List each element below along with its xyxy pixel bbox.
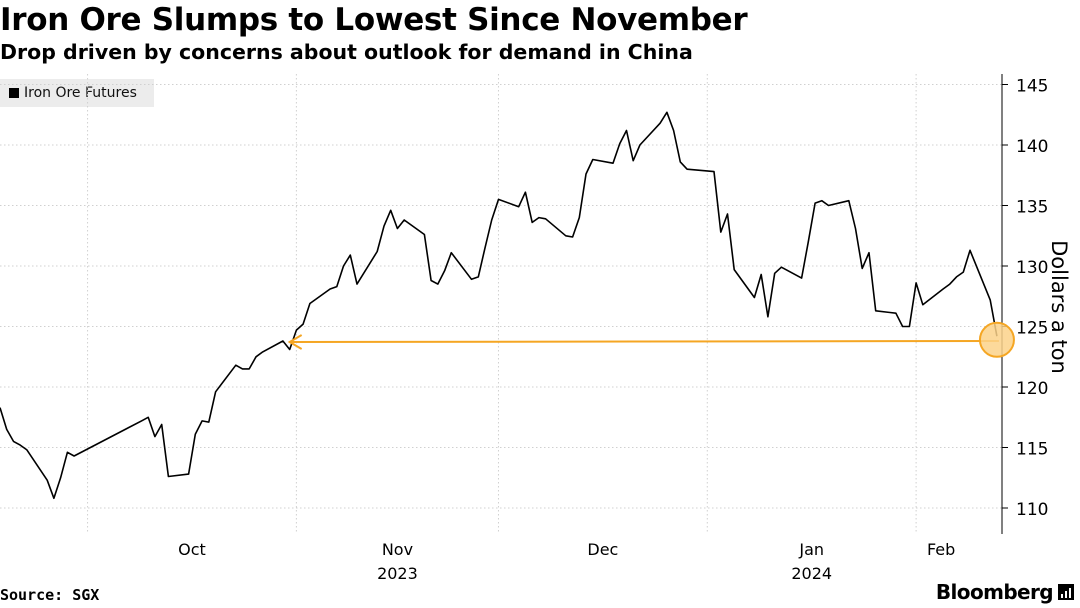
annotation-layer xyxy=(287,321,1015,358)
y-tick-label: 110 xyxy=(1016,500,1048,520)
grid xyxy=(0,74,1002,532)
x-tick-year-label: 2024 xyxy=(791,564,832,583)
chart-title: Iron Ore Slumps to Lowest Since November xyxy=(0,2,748,38)
annotation-arrowhead xyxy=(287,334,303,350)
annotation-arrow-line xyxy=(291,340,999,344)
annotation-circle-marker xyxy=(978,321,1015,358)
x-tick-label: Jan xyxy=(798,540,824,559)
legend: Iron Ore Futures xyxy=(0,79,154,107)
y-tick-label: 135 xyxy=(1016,198,1048,218)
y-axis: 110 115 120 125 130 135 140 145 xyxy=(1001,74,1048,534)
brand-name: Bloomberg xyxy=(935,580,1054,604)
x-tick-label: Dec xyxy=(587,540,618,559)
x-tick-label: Feb xyxy=(927,540,955,559)
y-axis-label: Dollars a ton xyxy=(1047,240,1071,374)
chart-subtitle: Drop driven by concerns about outlook fo… xyxy=(0,40,693,64)
y-tick-label: 120 xyxy=(1016,379,1048,399)
brand-logo: Bloomberg xyxy=(936,580,1074,604)
legend-swatch-icon xyxy=(9,88,19,98)
y-tick-label: 130 xyxy=(1016,258,1048,278)
y-tick-label: 115 xyxy=(1016,440,1048,460)
x-tick-label: Nov xyxy=(382,540,413,559)
bloomberg-terminal-icon xyxy=(1058,584,1074,600)
source-note: Source: SGX xyxy=(0,586,100,604)
x-tick-year-label: 2023 xyxy=(377,564,418,583)
y-tick-label: 140 xyxy=(1016,137,1048,157)
y-tick-label: 125 xyxy=(1016,319,1048,339)
series-line-iron-ore-futures xyxy=(0,111,998,500)
legend-label: Iron Ore Futures xyxy=(24,85,137,101)
x-axis: Oct Nov 2023 Dec Jan 2024 Feb xyxy=(178,540,955,583)
y-tick-label: 145 xyxy=(1016,77,1048,97)
x-tick-label: Oct xyxy=(178,540,206,559)
